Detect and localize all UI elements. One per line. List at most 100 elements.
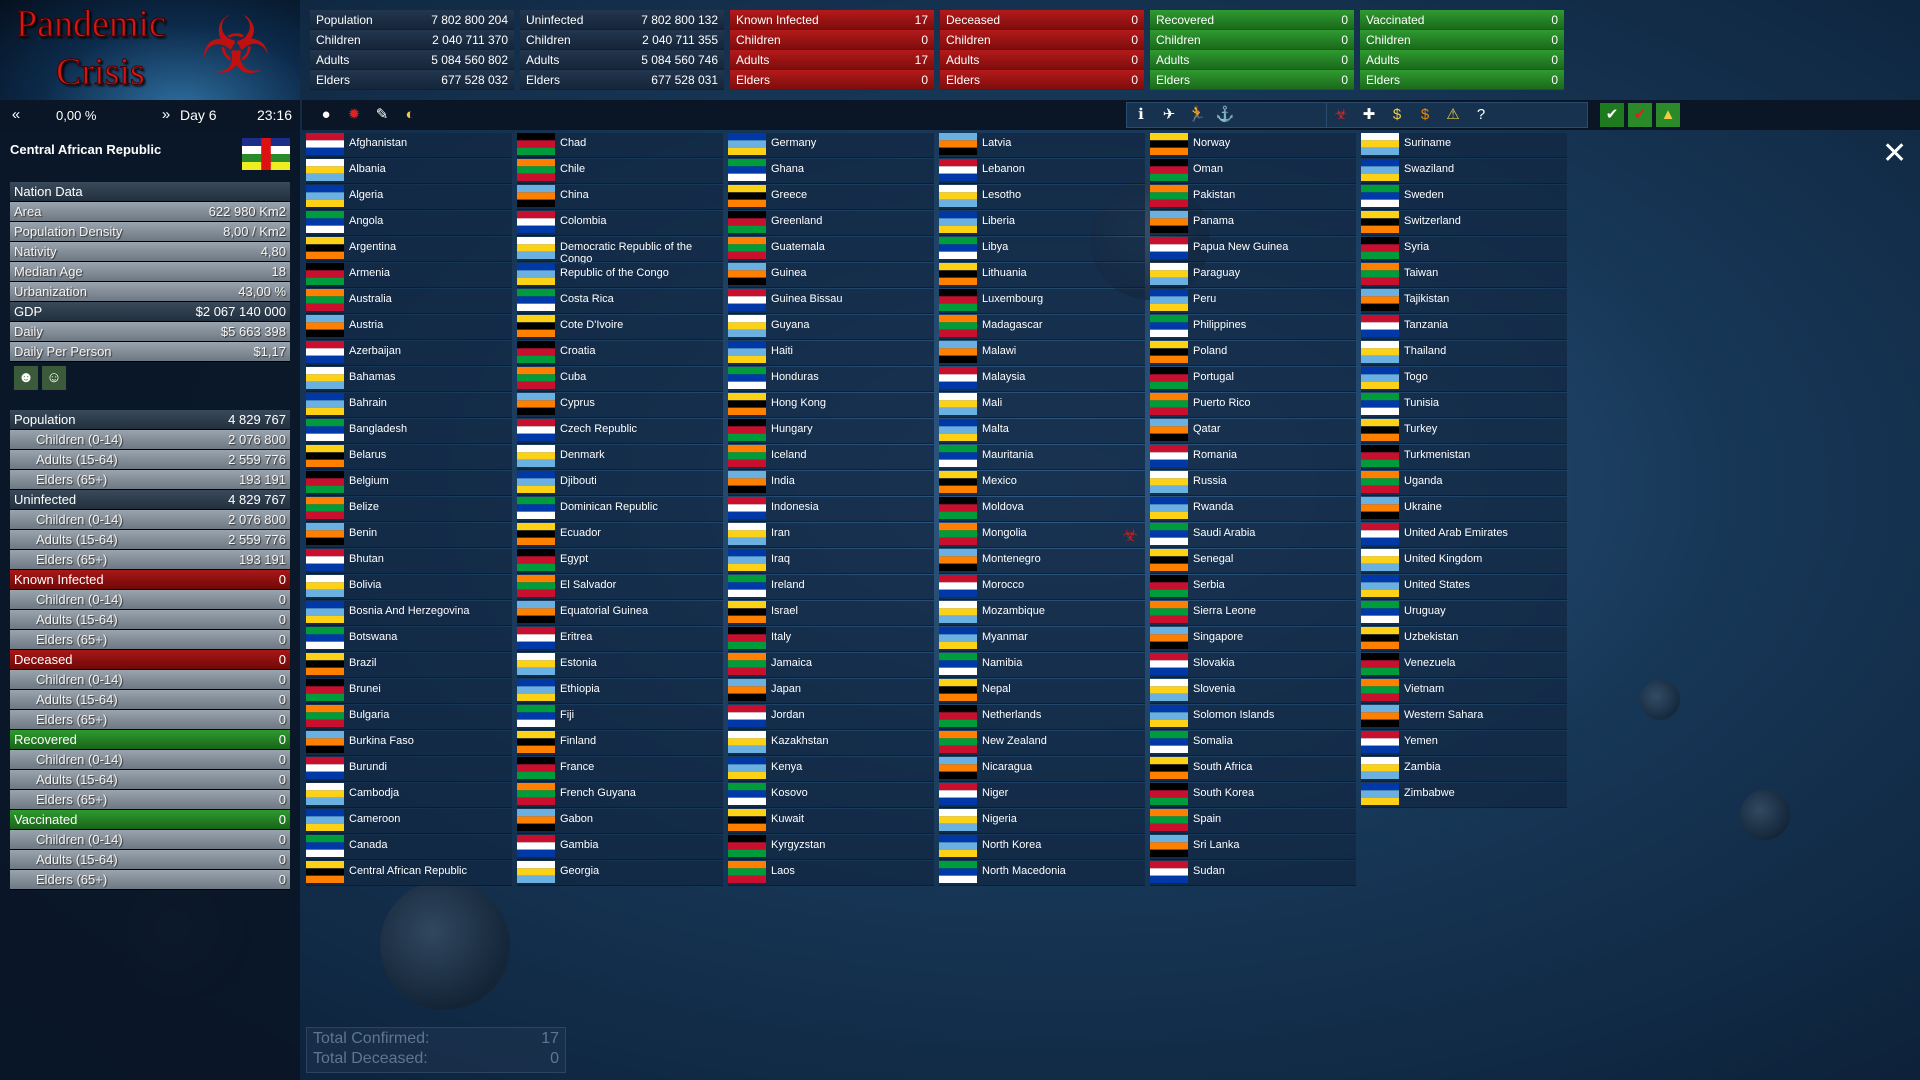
- country-iceland[interactable]: Iceland: [728, 445, 934, 470]
- country-romania[interactable]: Romania: [1150, 445, 1356, 470]
- research-icon[interactable]: ◐: [405, 106, 415, 123]
- country-tanzania[interactable]: Tanzania: [1361, 315, 1567, 340]
- country-montenegro[interactable]: Montenegro: [939, 549, 1145, 574]
- country-kuwait[interactable]: Kuwait: [728, 809, 934, 834]
- country-malawi[interactable]: Malawi: [939, 341, 1145, 366]
- country-afghanistan[interactable]: Afghanistan: [306, 133, 512, 158]
- country-ukraine[interactable]: Ukraine: [1361, 497, 1567, 522]
- country-pakistan[interactable]: Pakistan: [1150, 185, 1356, 210]
- country-honduras[interactable]: Honduras: [728, 367, 934, 392]
- airplane-icon[interactable]: ✈: [1162, 106, 1176, 123]
- country-tunisia[interactable]: Tunisia: [1361, 393, 1567, 418]
- country-bahamas[interactable]: Bahamas: [306, 367, 512, 392]
- country-cote-d-ivoire[interactable]: Cote D'Ivoire: [517, 315, 723, 340]
- country-morocco[interactable]: Morocco: [939, 575, 1145, 600]
- country-jamaica[interactable]: Jamaica: [728, 653, 934, 678]
- country-belarus[interactable]: Belarus: [306, 445, 512, 470]
- country-hungary[interactable]: Hungary: [728, 419, 934, 444]
- rewind-icon[interactable]: «: [11, 106, 21, 123]
- country-china[interactable]: China: [517, 185, 723, 210]
- country-japan[interactable]: Japan: [728, 679, 934, 704]
- country-poland[interactable]: Poland: [1150, 341, 1356, 366]
- country-guyana[interactable]: Guyana: [728, 315, 934, 340]
- country-equatorial-guinea[interactable]: Equatorial Guinea: [517, 601, 723, 626]
- country-myanmar[interactable]: Myanmar: [939, 627, 1145, 652]
- country-portugal[interactable]: Portugal: [1150, 367, 1356, 392]
- country-turkey[interactable]: Turkey: [1361, 419, 1567, 444]
- country-indonesia[interactable]: Indonesia: [728, 497, 934, 522]
- country-bhutan[interactable]: Bhutan: [306, 549, 512, 574]
- country-kazakhstan[interactable]: Kazakhstan: [728, 731, 934, 756]
- country-malaysia[interactable]: Malaysia: [939, 367, 1145, 392]
- country-czech-republic[interactable]: Czech Republic: [517, 419, 723, 444]
- country-namibia[interactable]: Namibia: [939, 653, 1145, 678]
- country-estonia[interactable]: Estonia: [517, 653, 723, 678]
- country-algeria[interactable]: Algeria: [306, 185, 512, 210]
- person-remove-icon[interactable]: ☺: [42, 366, 66, 390]
- country-ghana[interactable]: Ghana: [728, 159, 934, 184]
- country-suriname[interactable]: Suriname: [1361, 133, 1567, 158]
- country-zambia[interactable]: Zambia: [1361, 757, 1567, 782]
- country-iran[interactable]: Iran: [728, 523, 934, 548]
- country-burundi[interactable]: Burundi: [306, 757, 512, 782]
- country-sierra-leone[interactable]: Sierra Leone: [1150, 601, 1356, 626]
- country-vietnam[interactable]: Vietnam: [1361, 679, 1567, 704]
- country-dominican-republic[interactable]: Dominican Republic: [517, 497, 723, 522]
- country-togo[interactable]: Togo: [1361, 367, 1567, 392]
- funding-icon[interactable]: $: [1392, 106, 1402, 123]
- country-haiti[interactable]: Haiti: [728, 341, 934, 366]
- checkmark-icon[interactable]: ✔: [1600, 103, 1624, 127]
- country-bulgaria[interactable]: Bulgaria: [306, 705, 512, 730]
- country-republic-of-the-congo[interactable]: Republic of the Congo: [517, 263, 723, 288]
- country-india[interactable]: India: [728, 471, 934, 496]
- country-south-africa[interactable]: South Africa: [1150, 757, 1356, 782]
- country-new-zealand[interactable]: New Zealand: [939, 731, 1145, 756]
- country-burkina-faso[interactable]: Burkina Faso: [306, 731, 512, 756]
- walking-person-icon[interactable]: 🏃: [1187, 106, 1207, 123]
- country-costa-rica[interactable]: Costa Rica: [517, 289, 723, 314]
- country-austria[interactable]: Austria: [306, 315, 512, 340]
- country-serbia[interactable]: Serbia: [1150, 575, 1356, 600]
- warning-icon[interactable]: ⚠: [1446, 106, 1460, 123]
- country-niger[interactable]: Niger: [939, 783, 1145, 808]
- country-moldova[interactable]: Moldova: [939, 497, 1145, 522]
- country-kosovo[interactable]: Kosovo: [728, 783, 934, 808]
- country-western-sahara[interactable]: Western Sahara: [1361, 705, 1567, 730]
- country-sri-lanka[interactable]: Sri Lanka: [1150, 835, 1356, 860]
- country-spain[interactable]: Spain: [1150, 809, 1356, 834]
- country-denmark[interactable]: Denmark: [517, 445, 723, 470]
- country-nigeria[interactable]: Nigeria: [939, 809, 1145, 834]
- country-lesotho[interactable]: Lesotho: [939, 185, 1145, 210]
- country-france[interactable]: France: [517, 757, 723, 782]
- country-finland[interactable]: Finland: [517, 731, 723, 756]
- country-united-states[interactable]: United States: [1361, 575, 1567, 600]
- country-papua-new-guinea[interactable]: Papua New Guinea: [1150, 237, 1356, 262]
- country-iraq[interactable]: Iraq: [728, 549, 934, 574]
- country-puerto-rico[interactable]: Puerto Rico: [1150, 393, 1356, 418]
- country-uganda[interactable]: Uganda: [1361, 471, 1567, 496]
- country-mongolia[interactable]: Mongolia: [939, 523, 1145, 548]
- virus-icon[interactable]: ✹: [347, 106, 361, 123]
- country-sweden[interactable]: Sweden: [1361, 185, 1567, 210]
- country-fiji[interactable]: Fiji: [517, 705, 723, 730]
- country-switzerland[interactable]: Switzerland: [1361, 211, 1567, 236]
- country-canada[interactable]: Canada: [306, 835, 512, 860]
- country-democratic-republic-of-the-congo[interactable]: Democratic Republic of the Congo: [517, 237, 723, 265]
- country-senegal[interactable]: Senegal: [1150, 549, 1356, 574]
- country-swaziland[interactable]: Swaziland: [1361, 159, 1567, 184]
- country-croatia[interactable]: Croatia: [517, 341, 723, 366]
- chart-icon[interactable]: ▲: [1656, 103, 1680, 127]
- country-belize[interactable]: Belize: [306, 497, 512, 522]
- country-gambia[interactable]: Gambia: [517, 835, 723, 860]
- country-qatar[interactable]: Qatar: [1150, 419, 1356, 444]
- country-lebanon[interactable]: Lebanon: [939, 159, 1145, 184]
- country-kyrgyzstan[interactable]: Kyrgyzstan: [728, 835, 934, 860]
- country-slovakia[interactable]: Slovakia: [1150, 653, 1356, 678]
- country-bosnia-and-herzegovina[interactable]: Bosnia And Herzegovina: [306, 601, 512, 626]
- country-djibouti[interactable]: Djibouti: [517, 471, 723, 496]
- country-chile[interactable]: Chile: [517, 159, 723, 184]
- fast-forward-icon[interactable]: »: [161, 106, 171, 123]
- country-hong-kong[interactable]: Hong Kong: [728, 393, 934, 418]
- country-south-korea[interactable]: South Korea: [1150, 783, 1356, 808]
- checkmark-alt-icon[interactable]: ✔: [1628, 103, 1652, 127]
